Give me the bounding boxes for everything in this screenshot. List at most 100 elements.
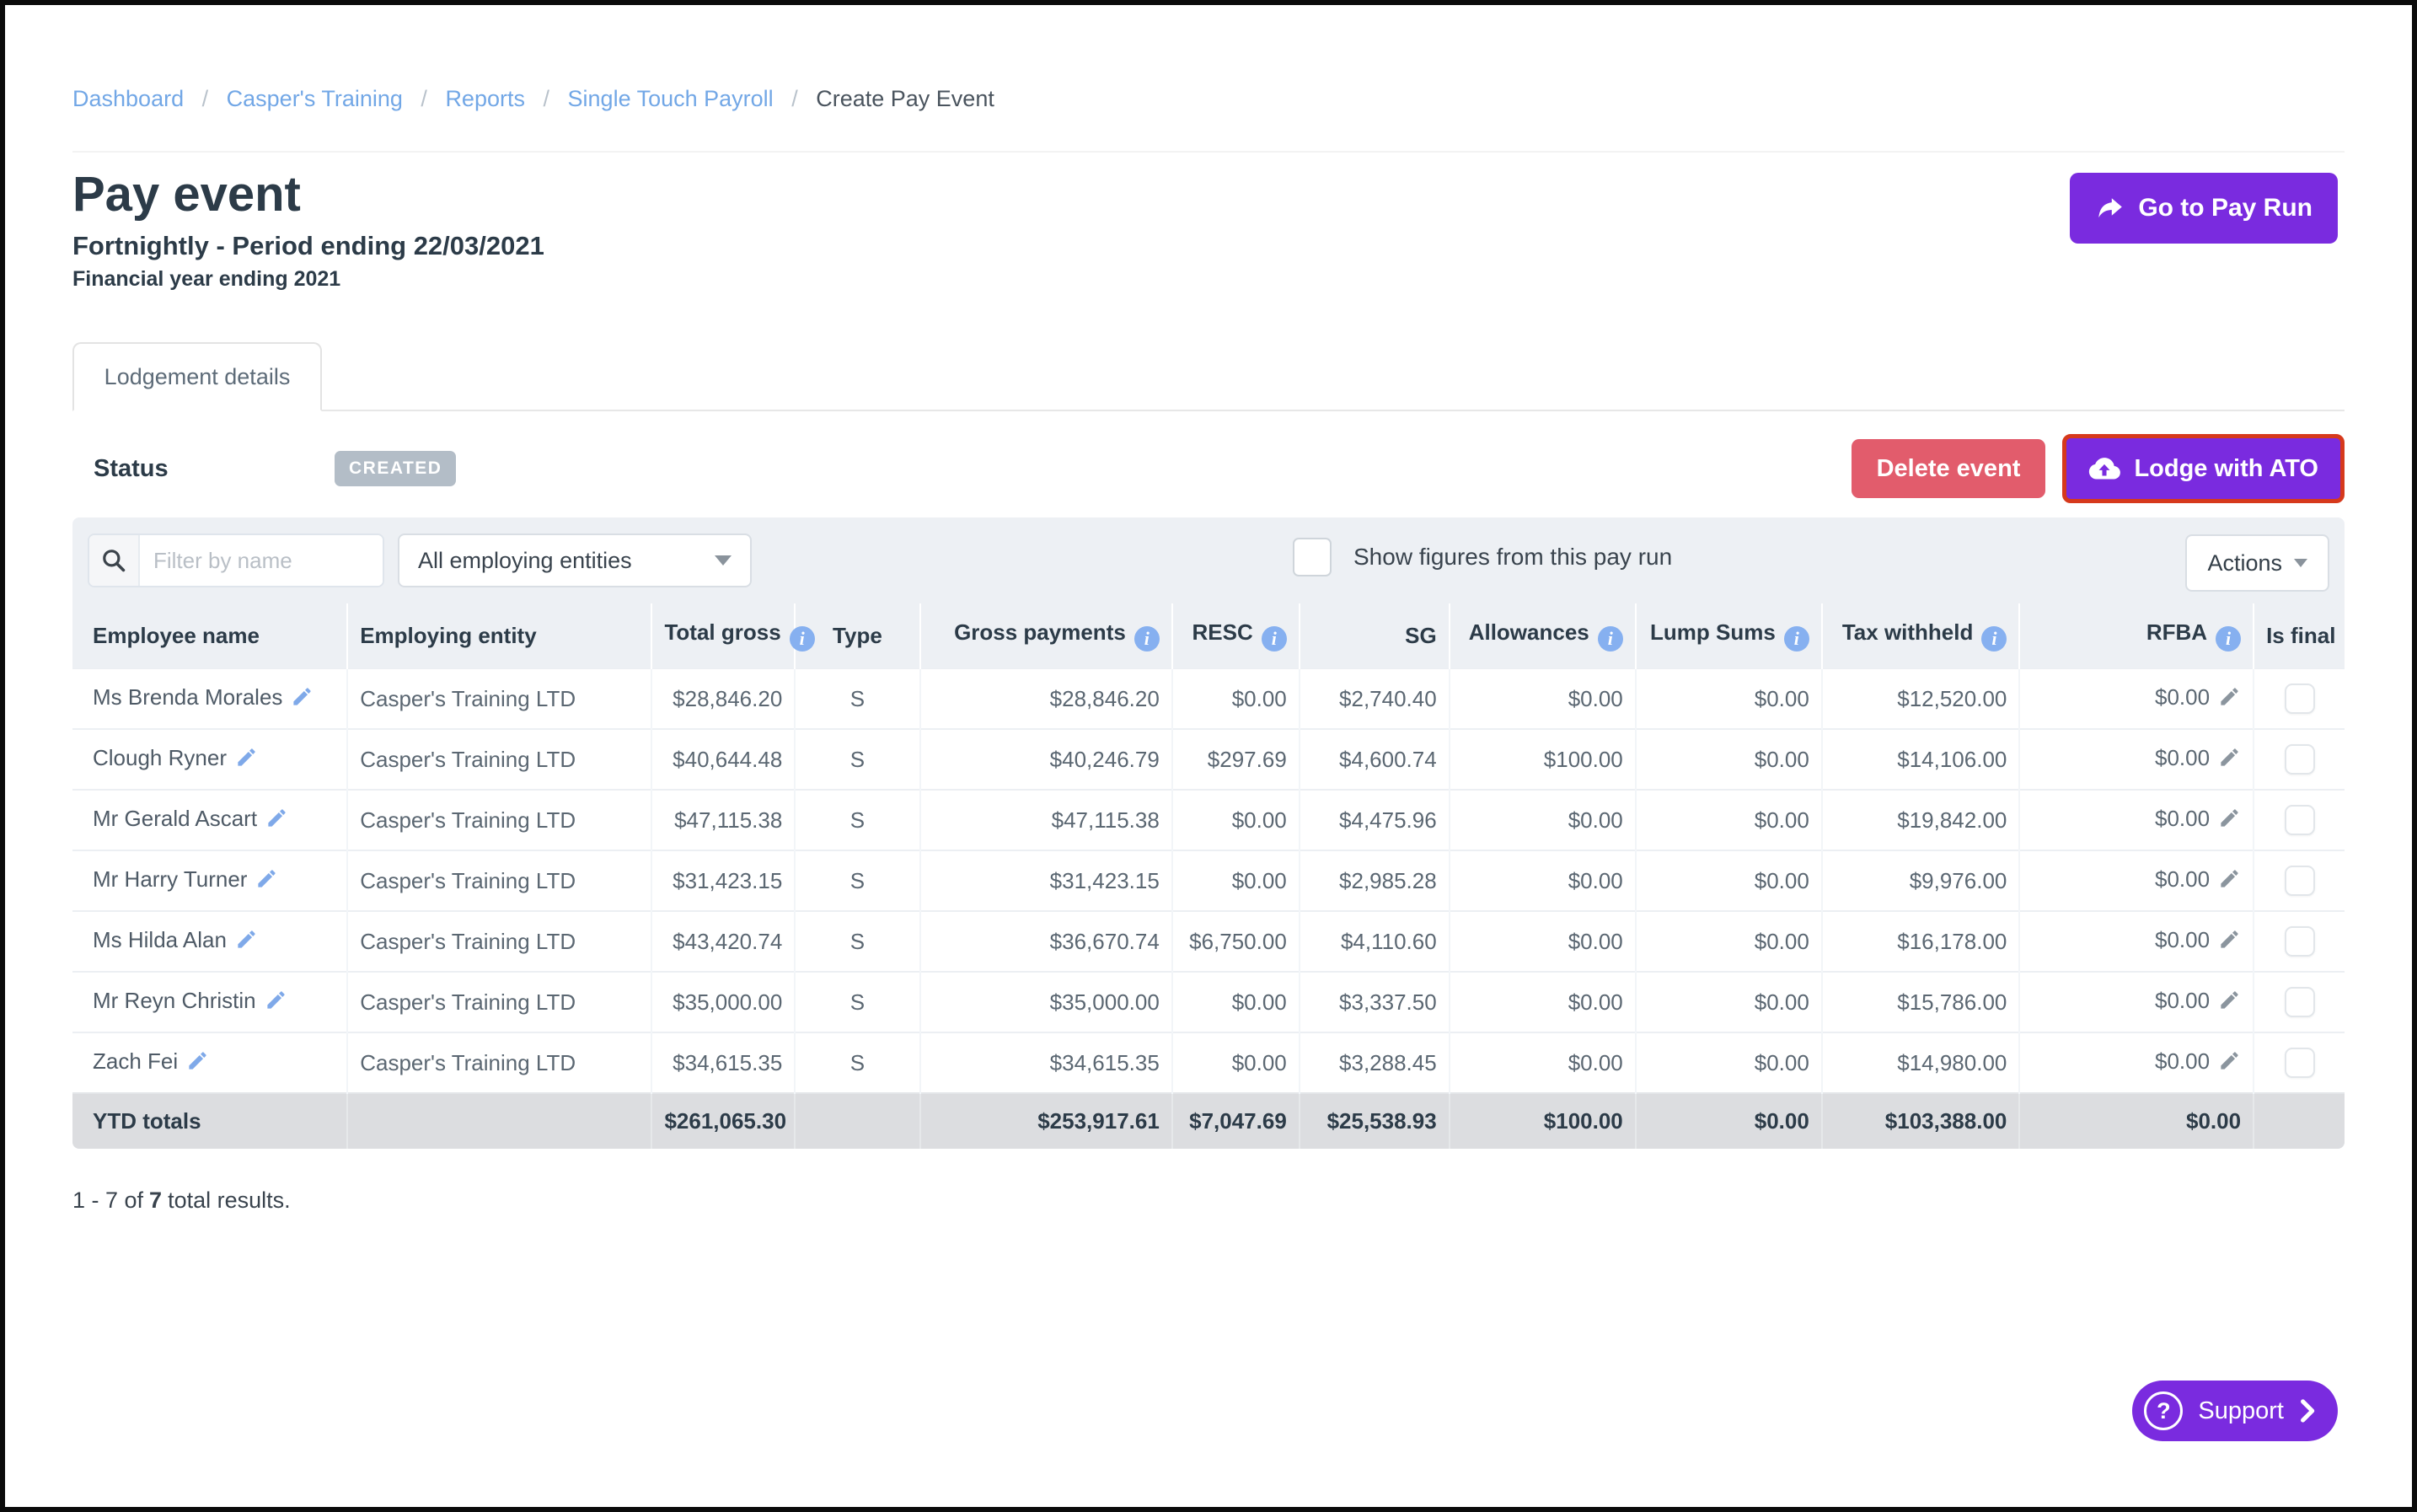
name-cell: Ms Brenda Morales [72, 668, 348, 729]
is_final-cell [2253, 910, 2345, 972]
sg-cell: $2,740.40 [1298, 668, 1450, 729]
go-to-pay-run-button[interactable]: Go to Pay Run [2070, 173, 2338, 244]
column-header-lump_sums: Lump Sums i [1634, 603, 1822, 668]
type-cell: S [794, 910, 920, 972]
rfba-value: $0.00 [2154, 987, 2211, 1013]
sg-cell: $4,110.60 [1298, 910, 1450, 972]
entity-cell: Casper's Training LTD [346, 789, 652, 850]
edit-rfba-icon[interactable] [2218, 1049, 2241, 1078]
is-final-checkbox[interactable] [2284, 744, 2315, 775]
tax_withheld-cell: $9,976.00 [1820, 850, 2020, 911]
breadcrumb-link-reports[interactable]: Reports [445, 86, 525, 111]
column-header-label: RESC [1192, 619, 1253, 645]
breadcrumb: Dashboard / Casper's Training / Reports … [72, 5, 2345, 153]
show-figures-label: Show figures from this pay run [1353, 544, 1673, 570]
lump_sums-cell: $0.00 [1634, 668, 1822, 729]
edit-rfba-icon[interactable] [2218, 807, 2241, 835]
actions-button[interactable]: Actions [2185, 534, 2329, 592]
cloud-upload-icon [2088, 455, 2121, 482]
is-final-checkbox[interactable] [2284, 926, 2315, 957]
employee-name: Mr Harry Turner [93, 866, 248, 892]
tax_withheld-cell: $14,980.00 [1820, 1032, 2020, 1093]
name-cell: Clough Ryner [72, 728, 348, 790]
is-final-checkbox[interactable] [2284, 1048, 2315, 1078]
gross_payments-cell: $31,423.15 [919, 850, 1172, 911]
edit-rfba-icon[interactable] [2218, 928, 2241, 957]
rfba-info-icon[interactable]: i [2216, 626, 2242, 651]
column-header-label: Type [833, 622, 882, 648]
allowances-cell: $0.00 [1448, 789, 1636, 850]
tax_withheld-cell: $16,178.00 [1820, 910, 2020, 972]
tab-lodgement-details[interactable]: Lodgement details [72, 342, 322, 411]
total_gross-cell: $40,644.48 [651, 728, 796, 790]
edit-employee-icon[interactable] [235, 746, 258, 775]
edit-rfba-icon[interactable] [2218, 989, 2241, 1017]
rfba-cell: $0.00 [2018, 728, 2254, 790]
name-cell: Ms Hilda Alan [72, 910, 348, 972]
is-final-checkbox[interactable] [2284, 805, 2315, 835]
edit-employee-icon[interactable] [291, 685, 314, 714]
lump_sums-info-icon[interactable]: i [1783, 626, 1809, 651]
is-final-checkbox[interactable] [2284, 684, 2315, 714]
type-cell: S [794, 850, 920, 911]
search-input[interactable] [140, 535, 383, 586]
ytd-tax_withheld-cell: $103,388.00 [1820, 1092, 2020, 1149]
name-cell: Mr Harry Turner [72, 850, 348, 911]
is_final-cell [2253, 668, 2345, 729]
edit-employee-icon[interactable] [255, 867, 278, 896]
edit-rfba-icon[interactable] [2218, 867, 2241, 896]
forward-arrow-icon [2095, 193, 2125, 223]
rfba-value: $0.00 [2154, 1048, 2211, 1074]
type-cell: S [794, 789, 920, 850]
rfba-cell: $0.00 [2018, 668, 2254, 729]
results-prefix: 1 - 7 of [72, 1188, 144, 1213]
filter-bar: All employing entities Show figures from… [72, 517, 2345, 592]
column-header-allowances: Allowances i [1448, 603, 1636, 668]
tax_withheld-cell: $19,842.00 [1820, 789, 2020, 850]
chevron-right-icon [2299, 1398, 2316, 1424]
is-final-checkbox[interactable] [2284, 987, 2315, 1017]
show-figures-group: Show figures from this pay run [1293, 538, 1672, 576]
delete-event-button[interactable]: Delete event [1851, 439, 2046, 498]
ytd-entity-cell [346, 1092, 652, 1149]
allowances-cell: $0.00 [1448, 910, 1636, 972]
sg-cell: $3,288.45 [1298, 1032, 1450, 1093]
gross_payments-cell: $36,670.74 [919, 910, 1172, 972]
status-row: Status CREATED Delete event Lodge with A… [72, 433, 2345, 504]
employing-entity-dropdown[interactable]: All employing entities [398, 533, 752, 587]
column-header-resc: RESC i [1171, 603, 1300, 668]
tax_withheld-info-icon[interactable]: i [1981, 626, 2007, 651]
show-figures-checkbox[interactable] [1293, 538, 1332, 576]
edit-employee-icon[interactable] [265, 989, 287, 1017]
column-header-gross_payments: Gross payments i [919, 603, 1172, 668]
lodge-with-ato-button[interactable]: Lodge with ATO [2062, 434, 2345, 503]
allowances-cell: $0.00 [1448, 668, 1636, 729]
total_gross-info-icon[interactable]: i [789, 626, 815, 651]
tax_withheld-cell: $15,786.00 [1820, 971, 2020, 1032]
tax_withheld-cell: $12,520.00 [1820, 668, 2020, 729]
resc-info-icon[interactable]: i [1261, 626, 1287, 651]
gross_payments-info-icon[interactable]: i [1133, 626, 1160, 651]
name-cell: Mr Reyn Christin [72, 971, 348, 1032]
support-button[interactable]: ? Support [2132, 1381, 2338, 1441]
ytd-gross_payments-cell: $253,917.61 [919, 1092, 1172, 1149]
edit-rfba-icon[interactable] [2218, 746, 2241, 775]
rfba-cell: $0.00 [2018, 1032, 2254, 1093]
edit-employee-icon[interactable] [186, 1049, 209, 1078]
edit-employee-icon[interactable] [265, 807, 288, 835]
employee-name: Zach Fei [93, 1048, 179, 1074]
column-header-label: Is final [2266, 622, 2336, 648]
table-row: Clough Ryner Casper's Training LTD $40,644… [72, 728, 2345, 790]
allowances-info-icon[interactable]: i [1597, 626, 1623, 651]
breadcrumb-link-business[interactable]: Casper's Training [226, 86, 403, 111]
gross_payments-cell: $47,115.38 [919, 789, 1172, 850]
breadcrumb-link-dashboard[interactable]: Dashboard [72, 86, 185, 111]
go-to-pay-run-label: Go to Pay Run [2138, 194, 2312, 222]
breadcrumb-link-single-touch-payroll[interactable]: Single Touch Payroll [567, 86, 774, 111]
is-final-checkbox[interactable] [2284, 866, 2315, 896]
allowances-cell: $0.00 [1448, 850, 1636, 911]
edit-rfba-icon[interactable] [2218, 685, 2241, 714]
lump_sums-cell: $0.00 [1634, 789, 1822, 850]
results-summary: 1 - 7 of 7 total results. [72, 1188, 2345, 1214]
edit-employee-icon[interactable] [235, 928, 258, 957]
